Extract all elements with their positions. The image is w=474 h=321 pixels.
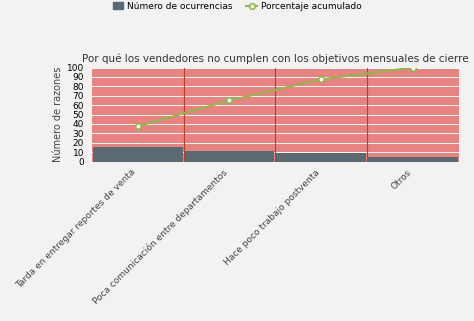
Bar xyxy=(184,151,274,161)
Bar xyxy=(368,157,458,161)
Bar xyxy=(92,147,182,161)
Bar xyxy=(276,153,366,161)
Legend: Número de ocurrencias, Porcentaje acumulado: Número de ocurrencias, Porcentaje acumul… xyxy=(109,0,365,14)
Title: Por qué los vendedores no cumplen con los objetivos mensuales de cierre: Por qué los vendedores no cumplen con lo… xyxy=(82,54,469,64)
Y-axis label: Número de razones: Número de razones xyxy=(53,67,63,162)
